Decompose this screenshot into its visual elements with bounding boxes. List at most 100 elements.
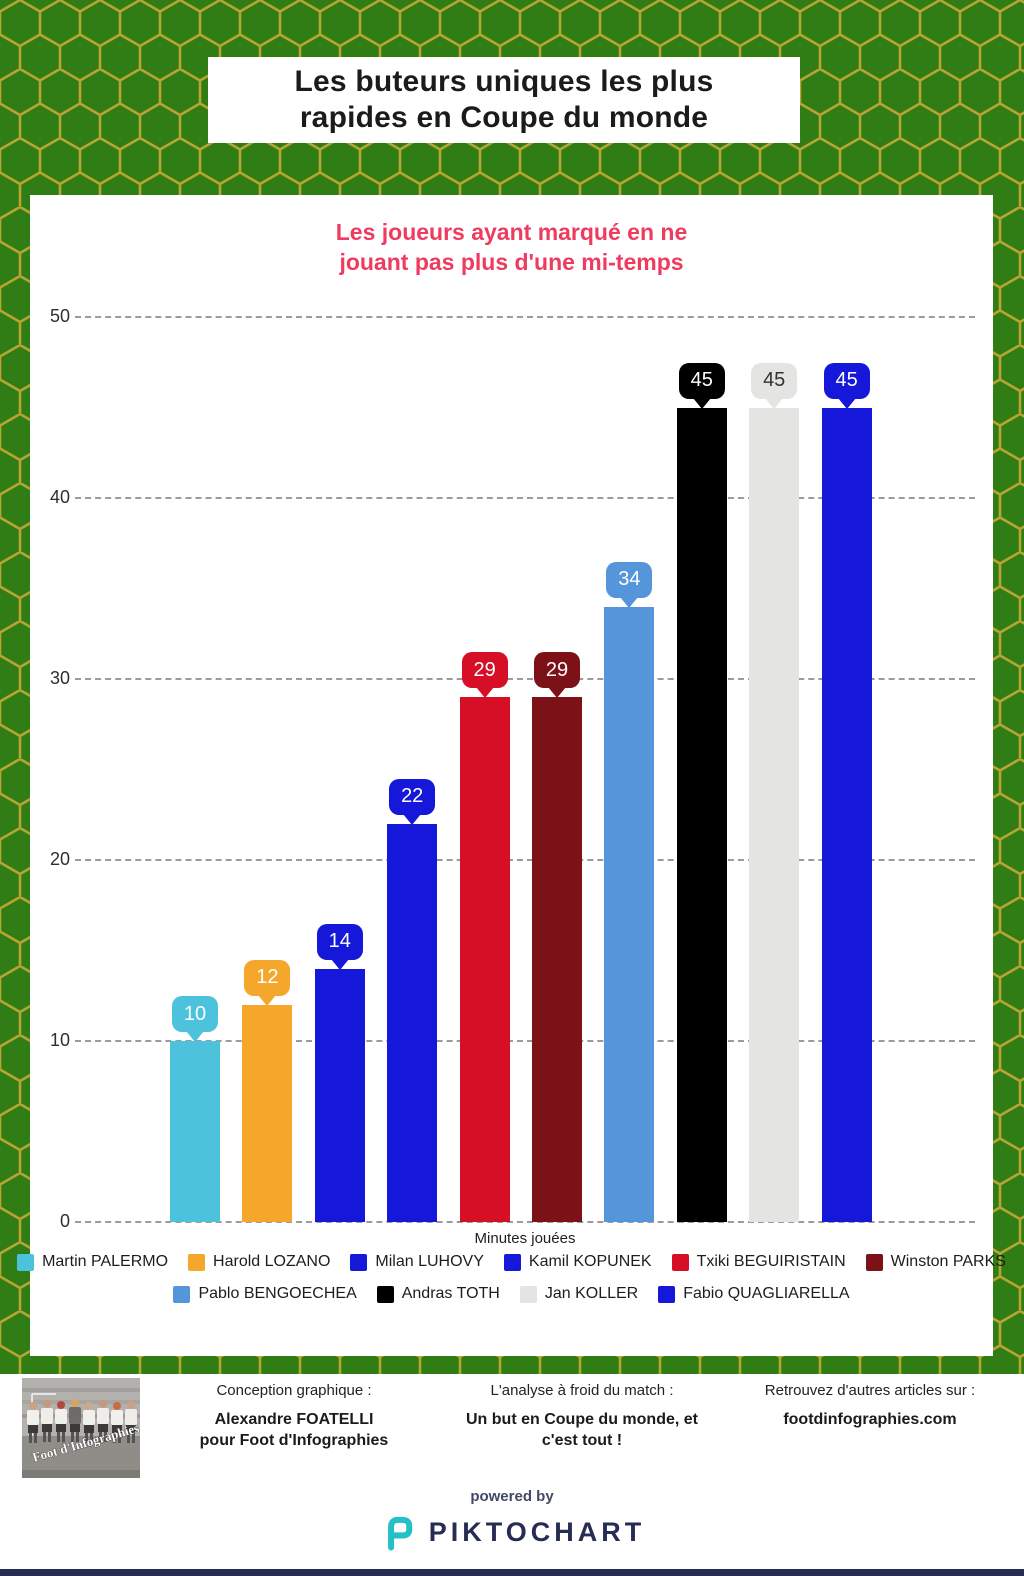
x-axis-label: Minutes jouées: [474, 1230, 576, 1247]
legend-item-jan-koller: Jan KOLLER: [519, 1285, 639, 1303]
legend-label: Harold LOZANO: [213, 1253, 331, 1270]
plot-area: 0 10 20 30 40 50 10 12 14 22 29 29 34 45 45 45: [30, 195, 993, 1356]
team-photo: Foot d'Infographies: [22, 1378, 141, 1478]
legend-item-harold-lozano: Harold LOZANO: [188, 1253, 330, 1271]
legend-item-milan-luhovy: Milan LUHOVY: [350, 1253, 484, 1271]
legend-swatch: [376, 1285, 394, 1303]
legend-row-2: Pablo BENGOECHEA Andras TOTH Jan KOLLER Fab…: [30, 1285, 993, 1303]
legend-label: Jan KOLLER: [544, 1285, 639, 1302]
gridline-30: [75, 678, 975, 680]
legend-swatch: [188, 1253, 206, 1271]
conception-author-line1: Alexandre FOATELLI: [214, 1411, 374, 1428]
gridline-40: [75, 497, 975, 499]
legend-swatch: [658, 1285, 676, 1303]
bubble-pointer: [475, 687, 494, 699]
legend-label: Txiki BEGUIRISTAIN: [696, 1253, 846, 1270]
piktochart-icon: [387, 1516, 412, 1551]
bubble-pointer: [548, 687, 566, 699]
bar-winston-parks: [532, 697, 582, 1222]
bar-pablo-bengoechea: [604, 606, 655, 1222]
value-bubble-winston-parks: 29: [534, 652, 580, 699]
bubble-pointer: [837, 397, 856, 409]
website-label: Retrouvez d'autres articles sur :: [764, 1382, 976, 1399]
bar-fabio-quagliarella: [821, 407, 872, 1222]
bubble-pointer: [403, 813, 422, 825]
bar-harold-lozano: [242, 1004, 293, 1222]
value-bubble-milan-luhovy: 14: [316, 923, 363, 970]
value-bubble-martin-palermo: 10: [172, 996, 218, 1042]
powered-by-block: powered by PIKTOCHART: [0, 1488, 1024, 1551]
gridline-10: [75, 1040, 975, 1042]
footer-columns: Conception graphique : Alexandre FOATELL…: [150, 1382, 1014, 1451]
legend-item-andras-toth: Andras TOTH: [376, 1285, 500, 1303]
bubble-pointer: [330, 958, 349, 970]
legend-item-pablo-bengoechea: Pablo BENGOECHEA: [173, 1285, 357, 1303]
bubble-pointer: [620, 596, 639, 608]
powered-by-text: powered by: [470, 1488, 554, 1505]
legend-label: Fabio QUAGLIARELLA: [683, 1285, 850, 1302]
bar-andras-toth: [676, 407, 727, 1222]
footer-col-website: Retrouvez d'autres articles sur : footdi…: [726, 1382, 1014, 1451]
y-tick-label-20: 20: [49, 849, 70, 869]
y-tick-label-50: 50: [49, 306, 70, 326]
conception-author-line2: pour Foot d'Infographies: [199, 1432, 389, 1449]
gridline-20: [75, 859, 975, 861]
piktochart-wordmark: PIKTOCHART: [428, 1516, 646, 1547]
analysis-title-line1: Un but en Coupe du monde, et: [466, 1411, 698, 1428]
legend-label: Milan LUHOVY: [375, 1253, 484, 1270]
value-bubble-andras-toth: 45: [678, 362, 725, 409]
legend-item-kamil-kopunek: Kamil KOPUNEK: [503, 1253, 652, 1271]
footer: Foot d'Infographies Conception graphique…: [0, 1374, 1024, 1569]
chart-subtitle: Les joueurs ayant marqué en ne jouant pa…: [30, 217, 993, 277]
bar-jan-koller: [749, 407, 800, 1222]
bubble-pointer: [186, 1031, 204, 1042]
piktochart-logo[interactable]: PIKTOCHART: [0, 1513, 1024, 1551]
gridline-50: [75, 316, 975, 318]
website-link[interactable]: footdinfographies.com: [783, 1411, 957, 1428]
page-title-line2: rapides en Coupe du monde: [299, 101, 709, 134]
legend-label: Winston PARKS: [890, 1253, 1006, 1270]
value-bubble-txiki-beguiristain: 29: [461, 652, 508, 699]
y-tick-label-0: 0: [59, 1211, 70, 1231]
legend-swatch: [671, 1253, 689, 1271]
legend-item-winston-parks: Winston PARKS: [865, 1253, 1006, 1271]
analysis-title-line2: c'est tout !: [541, 1432, 623, 1449]
page-title: Les buteurs uniques les plus rapides en …: [208, 57, 800, 143]
conception-label: Conception graphique :: [216, 1382, 372, 1399]
legend-label: Martin PALERMO: [42, 1253, 169, 1270]
bar-txiki-beguiristain: [459, 697, 510, 1222]
bubble-pointer: [692, 397, 711, 409]
y-tick-label-40: 40: [49, 487, 70, 507]
bar-kamil-kopunek: [387, 823, 438, 1222]
value-bubble-harold-lozano: 12: [244, 959, 291, 1006]
chart-subtitle-line2: jouant pas plus d'une mi-temps: [339, 249, 684, 275]
legend-label: Andras TOTH: [401, 1285, 500, 1302]
legend-swatch: [173, 1285, 191, 1303]
players: [27, 1399, 137, 1443]
legend-item-fabio-quagliarella: Fabio QUAGLIARELLA: [658, 1285, 850, 1303]
legend-swatch: [865, 1253, 883, 1271]
page-title-line1: Les buteurs uniques les plus: [294, 65, 714, 98]
legend-label: Kamil KOPUNEK: [528, 1253, 652, 1270]
bottom-navy-bar: [0, 1569, 1024, 1576]
analysis-label: L'analyse à froid du match :: [490, 1382, 674, 1399]
bar-martin-palermo: [170, 1041, 220, 1222]
legend-item-txiki-beguiristain: Txiki BEGUIRISTAIN: [671, 1253, 846, 1271]
value-bubble-jan-koller: 45: [751, 362, 798, 409]
chart-subtitle-line1: Les joueurs ayant marqué en ne: [335, 219, 688, 245]
legend-row-1: Martin PALERMO Harold LOZANO Milan LUHOVY K…: [17, 1253, 1006, 1271]
footer-col-conception: Conception graphique : Alexandre FOATELL…: [150, 1382, 438, 1451]
y-tick-label-30: 30: [49, 668, 70, 688]
y-tick-label-10: 10: [49, 1030, 70, 1050]
value-bubble-pablo-bengoechea: 34: [606, 561, 653, 608]
legend-label: Pablo BENGOECHEA: [198, 1285, 357, 1302]
chart-card: Les joueurs ayant marqué en ne jouant pa…: [17, 195, 1006, 1356]
bubble-pointer: [765, 397, 784, 409]
legend-item-martin-palermo: Martin PALERMO: [17, 1253, 168, 1271]
value-bubble-kamil-kopunek: 22: [389, 778, 436, 825]
legend-swatch: [519, 1285, 537, 1303]
legend-swatch: [503, 1253, 521, 1271]
bar-milan-luhovy: [314, 968, 365, 1222]
bubble-pointer: [258, 994, 277, 1006]
